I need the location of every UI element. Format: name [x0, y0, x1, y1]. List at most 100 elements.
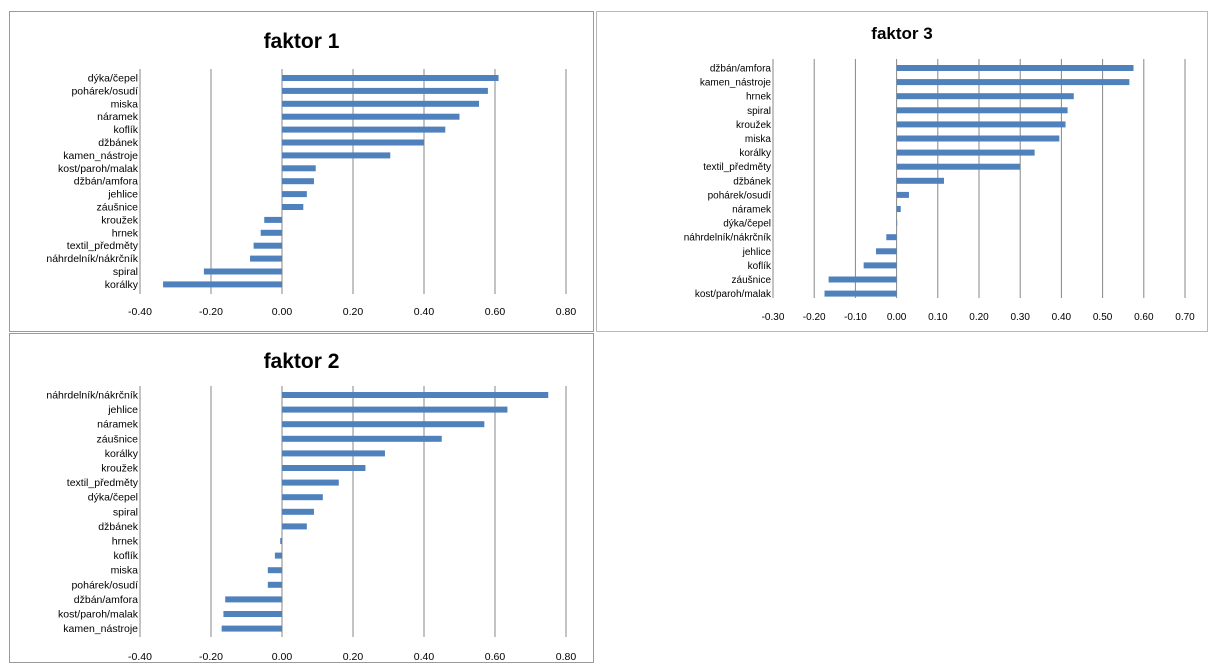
chart-plot-faktor-1: -0.40 -0.20 0.00 0.20 0.40 0.60 0.80 dýka/čepel…: [46, 69, 577, 318]
x-tick-label: 0.40: [1052, 312, 1072, 323]
bar: [896, 135, 1060, 142]
x-tick-label: 0.00: [272, 651, 293, 663]
category-label: miska: [111, 565, 139, 577]
bar: [282, 204, 304, 210]
bar: [267, 581, 282, 588]
bar: [282, 139, 424, 146]
category-label: textil_předměty: [67, 240, 139, 252]
chart-plot-faktor-2: -0.40 -0.20 0.00 0.20 0.40 0.60 0.80 náhrdelník…: [46, 386, 577, 663]
category-label: jehlice: [107, 189, 138, 201]
x-tick-label: 0.20: [969, 312, 989, 323]
category-label: spiral: [747, 106, 771, 117]
x-tick-label: 0.20: [343, 306, 364, 318]
bar: [203, 268, 282, 275]
bar: [896, 163, 1021, 170]
x-tick-label: -0.20: [199, 306, 223, 318]
category-label: korálky: [105, 279, 139, 291]
bar: [221, 625, 282, 632]
chart-plot-faktor-3: -0.30 -0.20 -0.10 0.00 0.10 0.20 0.30 0.40 0.50 0…: [684, 59, 1195, 323]
category-label: koflík: [748, 261, 772, 272]
bar: [282, 126, 446, 133]
category-label: kamen_nástroje: [63, 150, 138, 162]
category-label: náramek: [97, 111, 139, 123]
category-label: kroužek: [101, 214, 139, 226]
category-label: koflík: [113, 550, 138, 562]
bar: [253, 242, 282, 249]
category-label: jehlice: [107, 404, 138, 416]
category-label: záušnice: [97, 202, 139, 214]
category-label: pohárek/osudí: [71, 579, 138, 591]
bar: [282, 494, 323, 501]
category-label: kroužek: [736, 120, 772, 131]
bar: [282, 479, 339, 486]
category-label: korálky: [105, 448, 139, 460]
bar: [863, 262, 897, 269]
category-label: kost/paroh/malak: [695, 289, 772, 300]
x-tick-label: 0.30: [1010, 312, 1030, 323]
x-tick-label: -0.20: [803, 312, 826, 323]
x-tick-label: 0.80: [556, 651, 577, 663]
bar: [250, 255, 282, 262]
chart-panel-faktor-3: faktor 3 -0.30 -0.20 -0.10 0.00 0.10 0.20 0.30…: [596, 11, 1208, 332]
bar: [280, 538, 282, 544]
category-label: džbán/amfora: [74, 176, 138, 188]
category-label: hrnek: [112, 536, 139, 548]
bar: [163, 281, 282, 288]
bar: [282, 523, 307, 530]
x-tick-label: 0.70: [1175, 312, 1195, 323]
category-label: miska: [111, 98, 139, 110]
bar: [828, 276, 897, 283]
bar: [264, 216, 282, 223]
bar: [896, 206, 901, 212]
category-label: hrnek: [746, 92, 772, 103]
category-label: miska: [745, 134, 772, 145]
category-label: džbánek: [98, 521, 138, 533]
x-tick-label: 0.00: [887, 312, 907, 323]
bar: [282, 465, 366, 471]
category-label: pohárek/osudí: [71, 85, 138, 97]
x-tick-label: 0.10: [928, 312, 948, 323]
bar: [896, 191, 909, 198]
bar: [282, 178, 314, 185]
x-tick-label: -0.20: [199, 651, 223, 663]
category-label: textil_předměty: [703, 162, 771, 173]
chart-panel-faktor-2: faktor 2 -0.40 -0.20 0.00 0.20 0.40 0.60 0.80 n…: [9, 333, 594, 663]
x-tick-label: 0.80: [556, 306, 577, 318]
bar: [282, 421, 485, 428]
x-tick-label: 0.60: [1134, 312, 1154, 323]
category-label: kroužek: [101, 463, 139, 475]
bar: [896, 121, 1066, 128]
category-label: džbán/amfora: [710, 64, 772, 75]
x-tick-label: 0.60: [485, 306, 506, 318]
chart-title: faktor 3: [871, 24, 933, 43]
bar: [282, 406, 508, 413]
bar: [282, 435, 442, 442]
chart-title: faktor 1: [263, 30, 340, 53]
category-label: kamen_nástroje: [700, 78, 772, 89]
x-tick-label: 0.40: [414, 651, 435, 663]
category-label: džbánek: [98, 137, 138, 149]
bar: [260, 229, 282, 236]
category-label: kamen_nástroje: [63, 623, 138, 635]
category-label: hrnek: [112, 227, 139, 239]
bar: [896, 65, 1134, 71]
bar: [282, 450, 385, 457]
category-label: spiral: [113, 506, 138, 518]
bar: [282, 392, 549, 398]
category-label: koflík: [113, 124, 138, 136]
x-tick-label: 0.20: [343, 651, 364, 663]
category-label: náhrdelník/nákrčník: [684, 233, 772, 244]
category-label: textil_předměty: [67, 477, 139, 489]
category-label: džbán/amfora: [74, 594, 138, 606]
bar: [282, 87, 488, 94]
category-label: kost/paroh/malak: [58, 609, 139, 621]
bar: [896, 107, 1068, 114]
x-tick-label: -0.40: [128, 651, 152, 663]
x-tick-label: -0.10: [844, 312, 867, 323]
bar: [282, 191, 307, 198]
bar: [267, 567, 282, 574]
category-label: náramek: [97, 419, 139, 431]
bar: [282, 508, 314, 515]
bar: [886, 234, 897, 241]
category-label: jehlice: [742, 247, 772, 258]
